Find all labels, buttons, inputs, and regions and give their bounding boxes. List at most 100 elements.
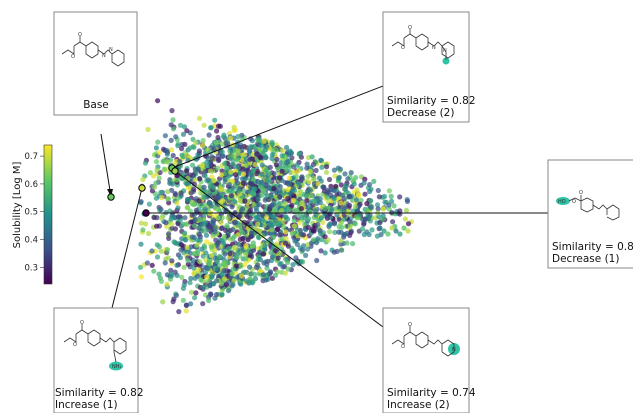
scatter-point [264, 265, 270, 271]
scatter-point [296, 151, 302, 157]
scatter-point [228, 135, 234, 141]
highlight-point-sim074-inc2 [171, 167, 179, 175]
scatter-point [306, 216, 312, 222]
scatter-point [195, 166, 201, 172]
scatter-point [316, 175, 323, 181]
scatter-point [374, 202, 381, 208]
scatter-point [212, 247, 218, 254]
scatter-point [219, 292, 225, 298]
scatter-point [377, 220, 383, 226]
scatter-point [322, 206, 328, 212]
scatter-point [185, 261, 191, 267]
scatter-point [184, 128, 190, 134]
scatter-point [207, 283, 213, 289]
scatter-point [227, 251, 233, 257]
scatter-point [163, 220, 169, 226]
scatter-point [164, 148, 170, 154]
scatter-point [225, 215, 231, 221]
scatter-point [154, 167, 160, 173]
scatter-point [367, 182, 373, 188]
scatter-point [196, 184, 202, 190]
scatter-point [215, 165, 221, 171]
scatter-point [389, 198, 395, 204]
scatter-point [180, 297, 186, 303]
scatter-point [320, 219, 326, 226]
scatter-point [208, 125, 214, 131]
scatter-point [322, 234, 328, 240]
scatter-point [262, 231, 268, 237]
connector-sim074-inc2 [174, 170, 384, 328]
scatter-point [175, 214, 181, 220]
svg-text:O: O [80, 320, 84, 326]
scatter-point [336, 175, 342, 181]
scatter-point [231, 244, 238, 250]
scatter-point [223, 227, 229, 233]
scatter-point [264, 144, 270, 150]
scatter-point [326, 229, 333, 235]
scatter-point [153, 145, 159, 151]
scatter-point [198, 277, 204, 283]
scatter-point [300, 247, 306, 253]
scatter-point [287, 148, 293, 154]
scatter-point [380, 216, 386, 222]
scatter-point [275, 255, 281, 261]
scatter-point [182, 230, 188, 236]
scatter-point [221, 132, 227, 138]
scatter-point [200, 137, 206, 144]
scatter-point [237, 213, 243, 219]
scatter-point [310, 162, 316, 168]
scatter-point [224, 165, 230, 171]
scatter-point [175, 205, 181, 211]
scatter-point [337, 166, 343, 172]
scatter-point [277, 194, 283, 200]
scatter-point [307, 209, 313, 215]
scatter-point [279, 207, 285, 214]
scatter-point [341, 196, 347, 202]
scatter-point [371, 178, 377, 184]
scatter-point [193, 207, 199, 213]
scatter-point [241, 152, 247, 158]
scatter-point [288, 191, 294, 197]
scatter-point [228, 193, 234, 199]
scatter-point [305, 224, 311, 230]
scatter-point [343, 182, 349, 188]
scatter-point [172, 269, 178, 275]
scatter-point [236, 223, 243, 229]
scatter-point [156, 244, 162, 250]
scatter-point [304, 161, 310, 167]
scatter-point [290, 262, 296, 268]
scatter-point [181, 264, 187, 270]
scatter-point [189, 261, 195, 267]
scatter-point [281, 224, 287, 230]
scatter-point [145, 126, 151, 133]
scatter-point [269, 141, 275, 147]
scatter-point [297, 220, 303, 226]
scatter-point [222, 276, 228, 282]
scatter-point [169, 187, 175, 193]
scatter-point [286, 206, 292, 212]
scatter-point [192, 217, 198, 223]
scatter-point [222, 259, 228, 265]
scatter-point [223, 140, 229, 146]
scatter-point [154, 223, 160, 229]
scatter-point [204, 239, 210, 245]
svg-text:N: N [109, 47, 113, 53]
card-sim082-decrease2-line1: Similarity = 0.82 [387, 95, 476, 107]
scatter-point [283, 236, 289, 242]
scatter-point [235, 180, 241, 186]
scatter-point [366, 231, 372, 238]
scatter-point [267, 211, 273, 217]
scatter-point [165, 189, 171, 195]
scatter-point [239, 206, 246, 212]
scatter-point [289, 231, 295, 237]
scatter-point [286, 175, 293, 181]
scatter-point [319, 164, 325, 170]
scatter-point [348, 229, 354, 236]
scatter-point [140, 227, 146, 233]
scatter-point [200, 284, 206, 290]
scatter-point [215, 215, 221, 221]
scatter-point [347, 194, 353, 200]
scatter-point [230, 157, 236, 163]
scatter-point [184, 153, 190, 159]
scatter-point [325, 237, 331, 243]
